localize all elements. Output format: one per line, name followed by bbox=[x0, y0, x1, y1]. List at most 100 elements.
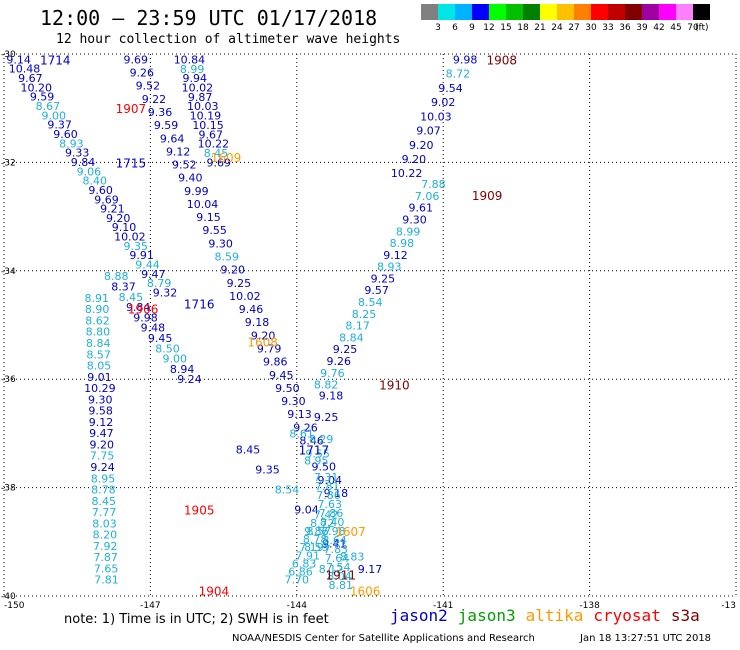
wave-height-value: 9.02 bbox=[431, 96, 456, 109]
wave-height-value: 9.26 bbox=[326, 355, 351, 368]
colorbar-tick-label: 36 bbox=[619, 23, 631, 33]
satellite-legend: jason2 jason3 altika cryosat s3a bbox=[390, 606, 710, 625]
wave-height-value: 7.86 bbox=[316, 489, 341, 502]
wave-height-value: 8.29 bbox=[309, 433, 334, 446]
wave-height-value: 9.00 bbox=[163, 353, 188, 366]
wave-height-value: 7.88 bbox=[421, 178, 446, 191]
colorbar-swatch bbox=[489, 4, 506, 20]
pass-time-label: 1607 bbox=[335, 525, 366, 539]
wave-height-value: 7.86 bbox=[319, 507, 344, 520]
colorbar-tick-label: 70 bbox=[687, 23, 699, 33]
wave-height-value: 7.75 bbox=[90, 450, 115, 463]
pass-time-label: 1911 bbox=[325, 568, 356, 582]
wave-height-value: 8.64 bbox=[322, 534, 347, 547]
pass-time-label: 1609 bbox=[211, 151, 242, 165]
wave-height-value: 8.17 bbox=[345, 320, 370, 333]
wave-height-value: 10.29 bbox=[84, 382, 116, 395]
pass-time-label: 1910 bbox=[379, 379, 410, 393]
wave-height-value: 9.25 bbox=[314, 411, 339, 424]
wave-height-value: 9.47 bbox=[141, 268, 166, 281]
wave-height-value: 8.88 bbox=[104, 270, 129, 283]
wave-height-value: 9.30 bbox=[402, 213, 427, 226]
wave-height-value: 9.50 bbox=[275, 382, 300, 395]
wave-height-value: 8.05 bbox=[87, 360, 112, 373]
map-axes: -150 -147 -144 -141 -138 -13 -30 -32 -34 -36 -38 -4… bbox=[1, 50, 736, 611]
wave-height-value: 8.78 bbox=[91, 484, 116, 497]
wave-height-value: 9.18 bbox=[324, 487, 349, 500]
wave-height-value: 9.76 bbox=[320, 367, 345, 380]
wave-height-value: 8.79 bbox=[147, 277, 172, 290]
wave-height-value: 9.00 bbox=[42, 109, 67, 122]
wave-height-value: 9.41 bbox=[322, 538, 347, 551]
wave-height-value: 9.52 bbox=[172, 159, 197, 172]
wave-height-value: 9.25 bbox=[371, 272, 396, 285]
wave-height-value: 9.84 bbox=[71, 156, 96, 169]
wave-height-value: 9.48 bbox=[141, 322, 166, 335]
wave-height-value: 9.06 bbox=[77, 165, 102, 178]
wave-height-value: 9.18 bbox=[319, 389, 344, 402]
colorbar-tick-label: 18 bbox=[517, 23, 529, 33]
wave-height-value: 9.25 bbox=[227, 277, 252, 290]
wave-height-value: 8.12 bbox=[319, 563, 344, 576]
wave-height-value: 8.54 bbox=[275, 483, 300, 496]
longitude-tick-label: -141 bbox=[433, 601, 453, 611]
wave-height-value: 8.57 bbox=[307, 525, 332, 538]
wave-height-value: 9.36 bbox=[148, 106, 173, 119]
pass-time-label: 1904 bbox=[199, 585, 230, 599]
wave-height-value: 7.54 bbox=[326, 561, 351, 574]
generation-timestamp: Jan 18 13:27:51 UTC 2018 bbox=[580, 633, 712, 644]
wave-height-value: 7.92 bbox=[93, 540, 118, 553]
wave-height-value: 6.83 bbox=[292, 557, 317, 570]
colorbar-swatch bbox=[659, 4, 676, 20]
wave-height-value: 9.84 bbox=[126, 301, 151, 314]
wave-height-value: 7.19 bbox=[299, 541, 324, 554]
wave-height-value: 9.44 bbox=[135, 259, 160, 272]
wave-height-value: 8.98 bbox=[390, 237, 415, 250]
wave-height-value: 9.91 bbox=[129, 249, 154, 262]
wave-height-value: 7.31 bbox=[314, 471, 339, 484]
longitude-tick-label: -150 bbox=[4, 601, 25, 611]
wave-height-value: 9.30 bbox=[208, 237, 233, 250]
wave-height-value: 8.40 bbox=[83, 175, 108, 188]
wave-height-value: 9.59 bbox=[30, 91, 55, 104]
wave-height-value: 8.50 bbox=[155, 342, 180, 355]
wave-height-value: 9.60 bbox=[53, 128, 78, 141]
wave-height-value: 9.67 bbox=[18, 72, 43, 85]
colorbar-swatch bbox=[693, 4, 710, 20]
pass-time-label: 1907 bbox=[116, 102, 147, 116]
wave-height-value: 8.59 bbox=[214, 251, 239, 264]
colorbar-tick-label: 39 bbox=[636, 23, 648, 33]
wave-height-value: 9.45 bbox=[148, 332, 173, 345]
wave-height-value: 9.20 bbox=[90, 438, 115, 451]
wave-height-value: 7.81 bbox=[94, 574, 119, 587]
pass-time-label: 1606 bbox=[350, 585, 381, 599]
wave-height-value: 9.69 bbox=[206, 156, 231, 169]
wave-height-value: 10.48 bbox=[9, 63, 41, 76]
wave-height-value: 6.86 bbox=[288, 566, 313, 579]
wave-height-value: 9.07 bbox=[416, 125, 441, 138]
wave-height-value: 8.45 bbox=[91, 495, 116, 508]
observation-layer: 9.1410.489.6710.209.598.679.009.379.608.… bbox=[6, 53, 477, 592]
wave-height-value: 9.94 bbox=[183, 72, 208, 85]
wave-height-value: 9.69 bbox=[94, 193, 119, 206]
wave-height-value: 10.04 bbox=[187, 198, 219, 211]
wave-height-value: 10.02 bbox=[229, 290, 261, 303]
wave-height-value: 8.37 bbox=[111, 281, 136, 294]
colorbar-swatch bbox=[676, 4, 693, 20]
colorbar-tick-label: 33 bbox=[602, 23, 614, 33]
wave-height-value: 9.67 bbox=[198, 128, 223, 141]
wave-height-value: 9.17 bbox=[358, 563, 383, 576]
wave-height-value: 8.03 bbox=[92, 517, 117, 530]
wave-height-value: 10.22 bbox=[391, 167, 423, 180]
pass-time-label: 1714 bbox=[40, 53, 71, 67]
footer-note: note: 1) Time is in UTC; 2) SWH is in fe… bbox=[64, 612, 329, 627]
page-subtitle: 12 hour collection of altimeter wave hei… bbox=[56, 32, 401, 47]
latitude-tick-label: -34 bbox=[1, 267, 16, 277]
wave-height-value: 10.15 bbox=[192, 119, 224, 132]
wave-height-value: 7.64 bbox=[325, 552, 350, 565]
colorbar-swatch bbox=[523, 4, 540, 20]
pass-time-label: 1716 bbox=[184, 297, 215, 311]
wave-height-value: 9.32 bbox=[153, 286, 178, 299]
wave-height-value: 10.03 bbox=[420, 110, 452, 123]
